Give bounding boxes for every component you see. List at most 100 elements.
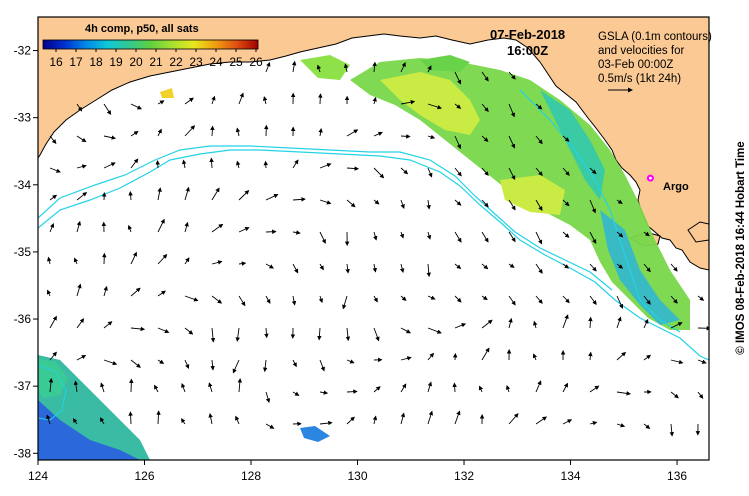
velocity-arrow (265, 194, 279, 201)
velocity-arrow (184, 186, 190, 201)
velocity-arrow (292, 263, 299, 274)
legend-line-2: and velocities for (598, 45, 685, 57)
velocity-arrow (373, 131, 383, 137)
timestamp: 07-Feb-2018 16:00Z (490, 27, 565, 59)
legend-info: GSLA (0.1m contours) and velocities for … (598, 30, 712, 86)
velocity-arrow (211, 260, 223, 265)
velocity-arrow (616, 351, 627, 361)
velocity-arrow (238, 190, 250, 201)
legend-line-1: GSLA (0.1m contours) (598, 31, 712, 43)
velocity-arrow (399, 231, 405, 239)
velocity-arrow (343, 63, 349, 73)
velocity-arrow (508, 71, 516, 80)
velocity-arrow (643, 295, 651, 305)
y-tick-label: -35 (14, 245, 32, 259)
velocity-arrow (346, 166, 360, 171)
colorbar-tick-label: 24 (209, 55, 223, 69)
velocity-arrow (508, 199, 516, 211)
velocity-arrow (372, 61, 377, 73)
x-tick-label: 126 (134, 469, 154, 483)
axis-ticks: 124 126 128 130 132 134 136 -32 -33 -34 -35 -36 -37 -… (14, 44, 688, 483)
velocity-arrow (157, 128, 162, 137)
colorbar-tick-label: 18 (89, 55, 103, 69)
velocity-arrow (481, 71, 489, 82)
velocity-arrow (238, 92, 244, 105)
velocity-arrow (346, 416, 355, 425)
velocity-arrow (454, 103, 462, 109)
velocity-arrow (184, 221, 189, 233)
y-tick-label: -33 (14, 111, 32, 125)
velocity-arrow (427, 167, 433, 178)
gsla-contour (38, 145, 613, 291)
velocity-arrow (319, 199, 332, 205)
x-tick-label: 124 (28, 469, 48, 483)
velocity-arrow (342, 295, 348, 310)
velocity-arrow (265, 423, 275, 429)
velocity-arrow (643, 263, 651, 273)
velocity-arrow (505, 385, 511, 393)
velocity-arrow (616, 295, 624, 309)
x-tick-label: 128 (241, 469, 261, 483)
velocity-arrow (130, 130, 139, 137)
velocity-arrow (47, 256, 52, 265)
velocity-arrow (535, 231, 543, 245)
colorbar-tick-label: 25 (229, 55, 243, 69)
velocity-arrow (535, 167, 543, 177)
velocity-arrow (373, 167, 385, 179)
velocity-arrow (427, 327, 442, 334)
velocity-arrow (319, 420, 333, 426)
velocity-arrow (670, 322, 683, 329)
velocity-arrow (533, 320, 538, 329)
legend-line-4: 0.5m/s (1kt 24h) (598, 73, 682, 85)
velocity-arrow (238, 227, 250, 233)
velocity-arrow (588, 351, 593, 361)
velocity-arrow (670, 263, 678, 272)
velocity-arrow (184, 327, 194, 335)
velocity-arrow (562, 135, 570, 142)
velocity-arrow (426, 263, 432, 278)
velocity-arrow (265, 263, 274, 269)
y-tick-label: -32 (14, 44, 32, 58)
velocity-arrow (426, 231, 432, 240)
velocity-arrow (481, 347, 490, 361)
gsla-contour (519, 89, 681, 333)
velocity-arrow (209, 157, 214, 169)
legend-line-3: 03-Feb 00:00Z (598, 59, 674, 71)
velocity-arrow (697, 391, 704, 399)
velocity-arrow (157, 290, 166, 297)
velocity-arrow (128, 411, 133, 425)
velocity-arrow (318, 127, 323, 137)
velocity-arrow (535, 295, 543, 304)
velocity-arrow (562, 231, 570, 238)
velocity-arrow (669, 423, 675, 437)
velocity-arrow (670, 295, 678, 304)
velocity-arrow (454, 135, 462, 150)
velocity-arrow (508, 231, 516, 243)
colorbar (42, 39, 259, 52)
velocity-arrow (262, 359, 268, 373)
velocity-arrow (100, 417, 105, 425)
velocity-arrow (373, 295, 378, 303)
velocity-arrow (103, 359, 118, 366)
velocity-arrow (292, 230, 301, 235)
velocity-arrow (237, 377, 243, 393)
velocity-arrow (130, 287, 141, 297)
velocity-arrow (235, 127, 241, 137)
velocity-arrow (154, 384, 159, 393)
colorbar-tick-label: 16 (49, 55, 63, 69)
velocity-arrow (400, 383, 407, 393)
velocity-arrow (562, 382, 568, 393)
velocity-arrow (589, 295, 597, 305)
velocity-arrow (157, 100, 165, 105)
velocity-arrow (373, 386, 381, 393)
velocity-arrow (400, 199, 405, 209)
y-tick-label: -38 (14, 446, 32, 460)
velocity-arrow (400, 295, 407, 301)
velocity-arrow (454, 263, 462, 270)
velocity-arrow (319, 359, 325, 372)
velocity-arrow (427, 134, 436, 140)
velocity-arrow (319, 163, 332, 169)
velocity-arrow (210, 359, 215, 371)
velocity-arrow (73, 380, 79, 393)
velocity-arrow (157, 187, 162, 201)
